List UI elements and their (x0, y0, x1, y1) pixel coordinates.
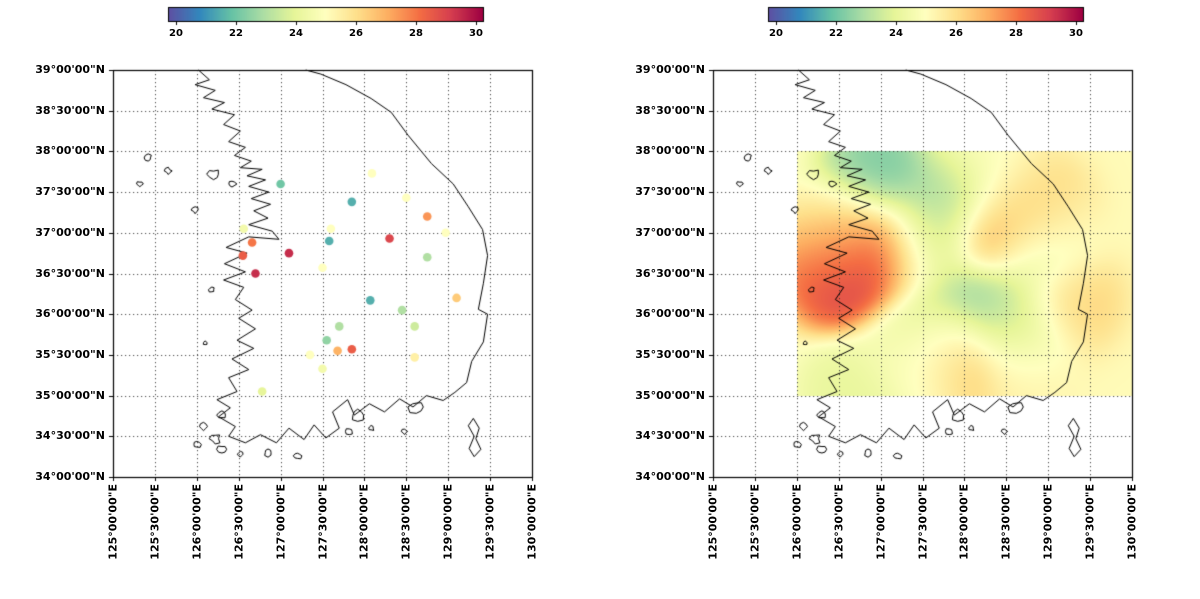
y-axis-tick-label: 34°30'00"N (635, 429, 705, 442)
colorbar-tick-label: 26 (949, 28, 963, 39)
scatter-map-canvas (0, 0, 600, 599)
x-axis-tick-label: 126°00'00"E (190, 484, 204, 560)
y-axis-tick-label: 37°30'00"N (635, 185, 705, 198)
colorbar-tick-label: 20 (769, 28, 783, 39)
x-axis-tick-label: 128°30'00"E (399, 484, 413, 560)
observed-values-map-panel: 39°00'00"N 38°30'00"N 38°00'00"N 37°30'00"N… (0, 0, 600, 599)
y-axis-tick-label: 38°00'00"N (635, 144, 705, 157)
y-axis-tick-label: 36°30'00"N (35, 267, 105, 280)
y-axis-tick-label: 35°30'00"N (635, 348, 705, 361)
colorbar-tick-label: 28 (1009, 28, 1023, 39)
colorbar-tick-label: 20 (169, 28, 183, 39)
colorbar-tick-label: 22 (229, 28, 243, 39)
x-axis-tick-label: 126°30'00"E (832, 484, 846, 560)
x-axis-tick-label: 128°30'00"E (999, 484, 1013, 560)
y-axis-tick-label: 36°00'00"N (635, 307, 705, 320)
y-axis-tick-label: 36°30'00"N (635, 267, 705, 280)
x-axis-tick-label: 129°00'00"E (441, 484, 455, 560)
y-axis-tick-label: 35°00'00"N (35, 389, 105, 402)
x-axis-tick-label: 129°00'00"E (1041, 484, 1055, 560)
y-axis-tick-label: 34°30'00"N (35, 429, 105, 442)
y-axis-tick-label: 34°00'00"N (35, 470, 105, 483)
y-axis-tick-label: 39°00'00"N (635, 63, 705, 76)
y-axis-tick-label: 37°00'00"N (635, 226, 705, 239)
y-axis-tick-label: 37°00'00"N (35, 226, 105, 239)
x-axis-tick-label: 126°00'00"E (790, 484, 804, 560)
x-axis-tick-label: 130°00'00"E (525, 484, 539, 560)
x-axis-tick-label: 126°30'00"E (232, 484, 246, 560)
colorbar-tick-label: 24 (889, 28, 903, 39)
y-axis-tick-label: 35°30'00"N (35, 348, 105, 361)
x-axis-tick-label: 129°30'00"E (483, 484, 497, 560)
x-axis-tick-label: 127°30'00"E (316, 484, 330, 560)
colorbar-tick-label: 26 (349, 28, 363, 39)
y-axis-tick-label: 35°00'00"N (635, 389, 705, 402)
y-axis-tick-label: 37°30'00"N (35, 185, 105, 198)
y-axis-tick-label: 39°00'00"N (35, 63, 105, 76)
y-axis-tick-label: 34°00'00"N (635, 470, 705, 483)
y-axis-tick-label: 36°00'00"N (35, 307, 105, 320)
x-axis-tick-label: 125°00'00"E (106, 484, 120, 560)
x-axis-tick-label: 127°30'00"E (916, 484, 930, 560)
colorbar-tick-label: 24 (289, 28, 303, 39)
colorbar-tick-label: 30 (1069, 28, 1083, 39)
colorbar-tick-label: 30 (469, 28, 483, 39)
y-axis-tick-label: 38°30'00"N (35, 104, 105, 117)
x-axis-tick-label: 128°00'00"E (957, 484, 971, 560)
x-axis-tick-label: 129°30'00"E (1083, 484, 1097, 560)
y-axis-tick-label: 38°30'00"N (635, 104, 705, 117)
y-axis-tick-label: 38°00'00"N (35, 144, 105, 157)
interpolated-map-canvas (600, 0, 1200, 599)
x-axis-tick-label: 128°00'00"E (357, 484, 371, 560)
x-axis-tick-label: 125°00'00"E (706, 484, 720, 560)
x-axis-tick-label: 127°00'00"E (274, 484, 288, 560)
x-axis-tick-label: 130°00'00"E (1125, 484, 1139, 560)
x-axis-tick-label: 125°30'00"E (748, 484, 762, 560)
colorbar-tick-label: 28 (409, 28, 423, 39)
interpolated-surface-map-panel: 39°00'00"N 38°30'00"N 38°00'00"N 37°30'00"N… (600, 0, 1200, 599)
x-axis-tick-label: 127°00'00"E (874, 484, 888, 560)
colorbar-tick-label: 22 (829, 28, 843, 39)
x-axis-tick-label: 125°30'00"E (148, 484, 162, 560)
